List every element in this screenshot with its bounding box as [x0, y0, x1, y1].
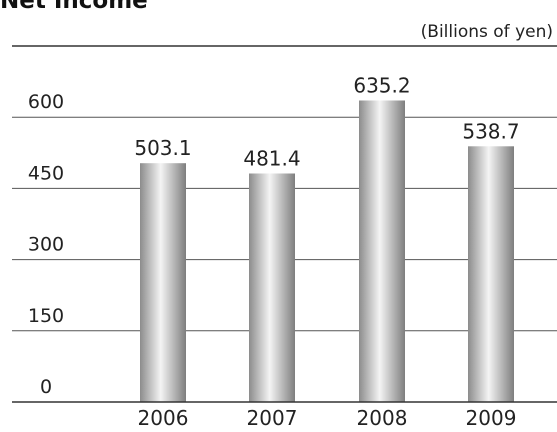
bars — [140, 100, 514, 402]
value-label-2008: 635.2 — [353, 73, 410, 97]
y-axis-tick-labels: 0 150 300 450 600 — [28, 91, 64, 398]
value-label-2006: 503.1 — [134, 136, 191, 160]
value-label-2009: 538.7 — [462, 119, 519, 143]
y-tick-label: 300 — [28, 234, 64, 256]
x-axis-tick-labels: 2006 2007 2008 2009 — [138, 406, 517, 430]
y-tick-label: 450 — [28, 162, 64, 184]
bar-2007 — [249, 173, 295, 402]
y-tick-label: 150 — [28, 305, 64, 327]
y-tick-label: 600 — [28, 91, 64, 113]
x-tick-label-2009: 2009 — [466, 406, 517, 428]
bar-2006 — [140, 163, 186, 402]
chart-title: Net Income — [0, 0, 148, 14]
value-label-2007: 481.4 — [243, 146, 300, 170]
bar-2009 — [468, 146, 514, 402]
x-tick-label-2007: 2007 — [247, 406, 298, 428]
x-tick-label-2006: 2006 — [138, 406, 189, 428]
bar-2008 — [359, 100, 405, 402]
data-labels: 503.1 481.4 635.2 538.7 — [134, 73, 519, 170]
y-tick-label: 0 — [40, 376, 52, 398]
unit-label: (Billions of yen) — [421, 22, 553, 42]
x-tick-label-2008: 2008 — [357, 406, 408, 428]
